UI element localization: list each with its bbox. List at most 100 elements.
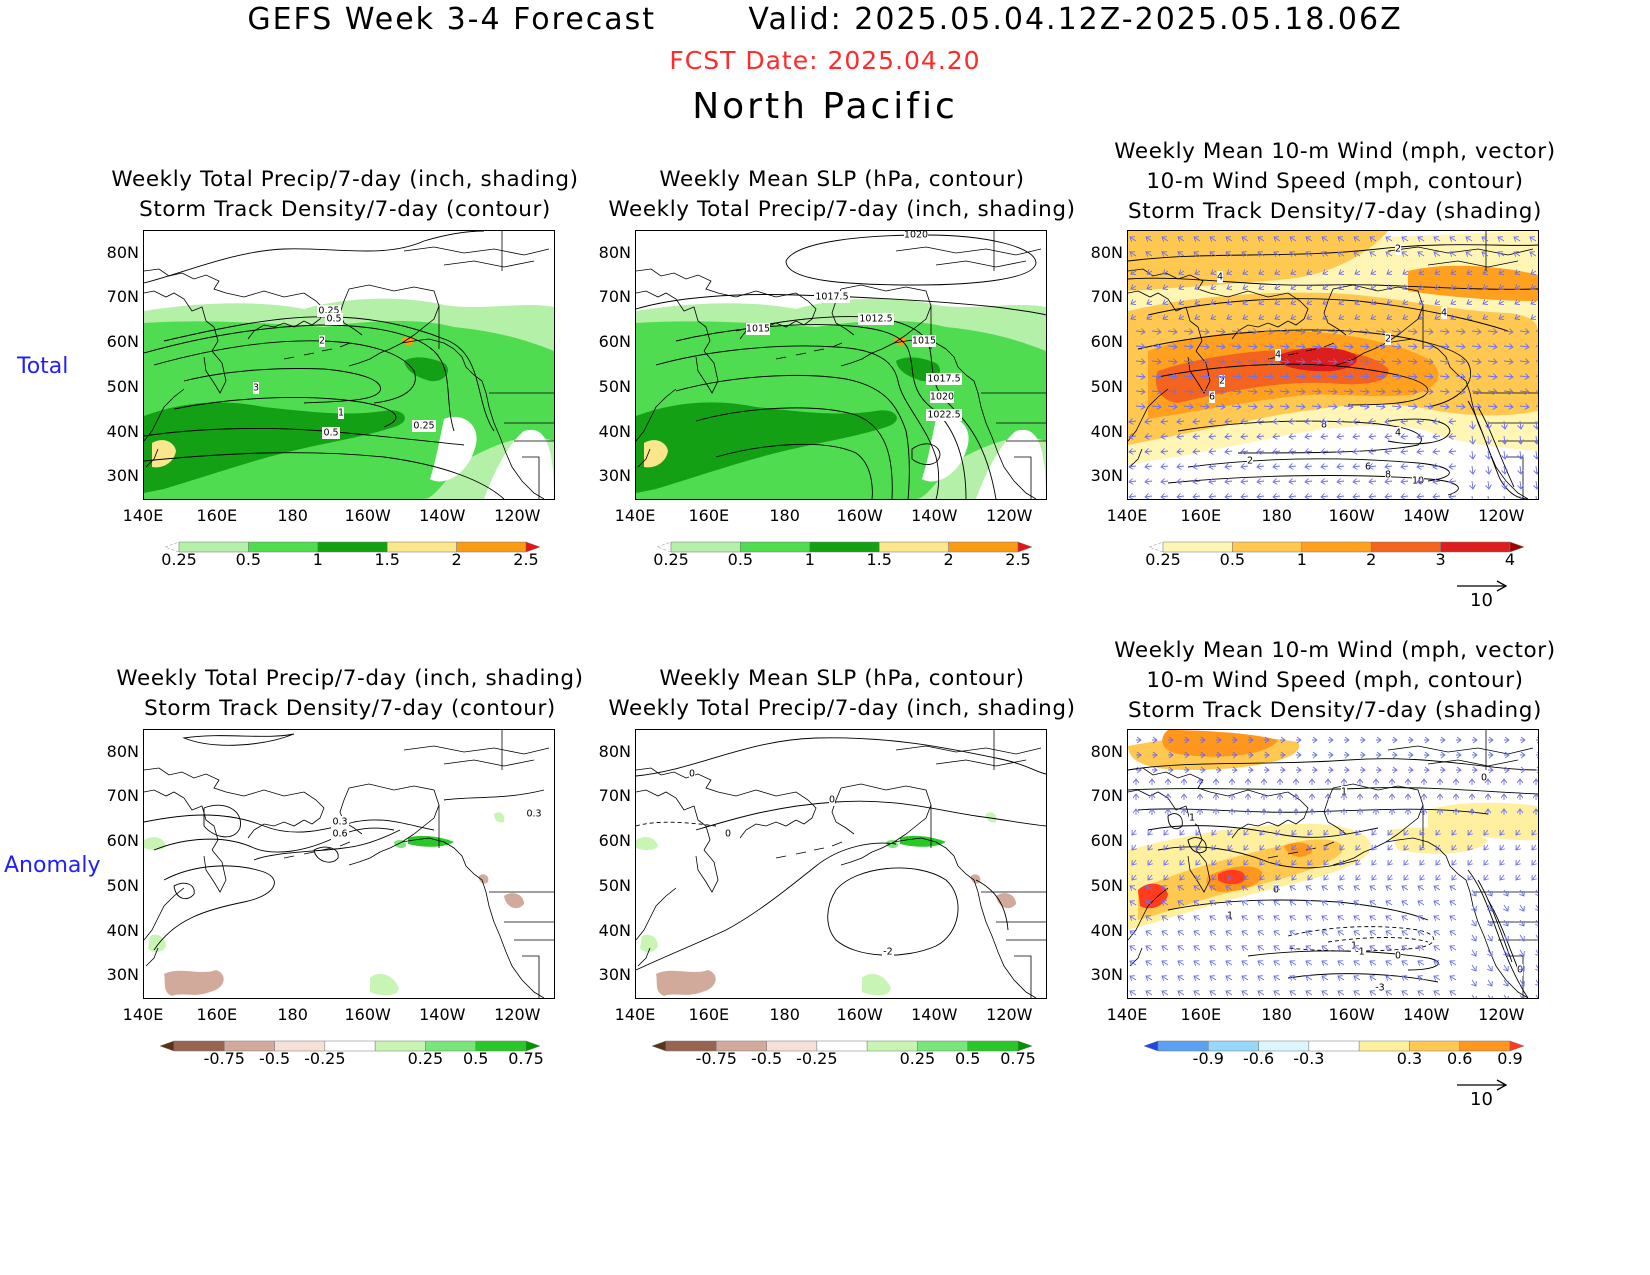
contour-label: 2 [1385,334,1391,345]
latitude-tick-label: 60N [1090,831,1123,851]
latitude-tick-label: 70N [598,786,631,805]
contour-label: 1017.5 [815,292,848,303]
storm-density-medium [1408,265,1538,301]
latitude-tick-label: 60N [598,332,631,352]
slp-anomaly-contour [975,879,1009,931]
storm-anomaly-positive [1218,869,1246,885]
colorbar-label: 0.75 [1000,1049,1036,1068]
colorbar-label: 2 [1366,550,1377,569]
colorbar-label: -0.25 [304,1049,346,1068]
longitude-tick-label: 160E [196,1005,238,1024]
longitude-tick-label: 140E [122,1005,164,1024]
colorbar-label: 2 [451,550,462,569]
wind-speed-contour [1177,420,1422,454]
latitude-tick-label: 80N [598,741,631,761]
precip-anomaly-wet [862,973,891,996]
longitude-tick-label: 180 [1261,1005,1292,1024]
storm-track-contour [163,316,495,432]
longitude-tick-label: 160E [1180,506,1222,525]
map-anomaly-wind-storm: 0110110-1-30 [1127,729,1539,999]
colorbar-label: 0.25 [1145,550,1181,569]
contour-label: 0.25 [318,306,339,317]
panel-title-total-slp: Weekly Mean SLP (hPa, contour) Weekly Tot… [608,167,1076,222]
coastline [144,231,554,499]
latitude-tick-label: 50N [106,376,139,396]
latitude-tick-label: 30N [598,466,631,486]
precip-anomaly-wet [144,837,166,850]
map-anomaly-slp-precip: 0 0 0 -2 [635,729,1047,999]
wind-speed-contour [1128,277,1538,290]
latitude-tick-label: 40N [106,920,139,940]
longitude-tick-label: 140W [1403,1005,1450,1024]
storm-track-contour [173,397,397,428]
contour-label: 1020 [930,392,954,403]
colorbar-label: 1.5 [866,550,892,569]
colorbar-label: 0.5 [235,550,262,569]
wind-anomaly-contour [1467,869,1529,998]
longitude-tick-label: 160W [1328,506,1375,525]
precip-anomaly-wet [900,835,946,847]
vector-reference-arrow-anomaly [1455,1077,1511,1096]
colorbar-segment [159,1040,175,1052]
panel-title-anom-wind: Weekly Mean 10-m Wind (mph, vector) 10-m … [1114,638,1556,723]
storm-track-contour [153,340,416,404]
panel-title-anom-precip: Weekly Total Precip/7-day (inch, shading… [116,666,584,721]
latitude-tick-label: 60N [106,332,139,352]
colorbar-label: 3 [1435,550,1446,569]
contour-label: 3 [253,383,259,394]
slp-contour [785,234,1037,286]
longitude-tick-label: 120W [1478,1005,1525,1024]
storm-anomaly-contour [443,789,545,801]
latitude-tick-label: 70N [1090,287,1123,306]
colorbar [651,1040,1033,1052]
contour-label: 0 [1395,951,1401,962]
colorbar-segment [1017,541,1033,553]
latitude-tick-label: 50N [598,875,631,895]
longitude-tick-label: 120W [1478,506,1525,525]
contour-label: 4 [1275,350,1281,361]
slp-anomaly-contour [827,867,959,956]
colorbar-label: 0.75 [508,1049,544,1068]
slp-anomaly-contour [636,737,1046,777]
coastline [636,730,1046,998]
latitude-tick-label: 50N [1090,875,1123,895]
latitude-tick-label: 30N [598,965,631,985]
latitude-tick-label: 30N [106,466,139,486]
contour-label: 4 [1217,272,1223,283]
precip-heavy-area [144,402,405,493]
precip-heavy-area [404,357,449,382]
latitude-tick-label: 80N [1090,741,1123,761]
wind-speed-contour [1147,298,1509,332]
longitude-tick-label: 160W [836,506,883,525]
colorbar-label: 4 [1504,550,1516,569]
wind-vectors [1128,236,1538,499]
slp-contour [715,443,873,499]
longitude-tick-label: 120W [986,506,1033,525]
precip-dry-area [484,429,554,499]
longitude-tick-label: 160W [1328,1005,1375,1024]
wind-anomaly-contour [1247,950,1439,971]
colorbar-label: 1 [312,550,323,569]
precip-anomaly-wet [408,835,454,847]
map-anomaly-precip-storm: 0.3 0.6 0.3 [143,729,555,999]
wind-anomaly-contour [1167,813,1183,830]
colorbar-label: 1 [804,550,815,569]
latitude-tick-label: 50N [598,376,631,396]
contour-label: 0.6 [332,829,347,840]
precip-high-area [152,440,176,468]
longitude-tick-label: 140E [614,1005,656,1024]
precip-anomaly-wet [640,934,658,953]
longitude-tick-label: 120W [494,1005,541,1024]
longitude-tick-label: 140E [1106,1005,1148,1024]
storm-anomaly-positive [1388,827,1488,854]
latitude-tick-label: 70N [106,287,139,306]
precip-dry-area [922,416,969,482]
wind-anomaly-contour [1137,808,1489,815]
latitude-tick-label: 40N [598,920,631,940]
longitude-tick-label: 180 [769,1005,800,1024]
precip-dry-area [976,429,1046,499]
longitude-tick-label: 140W [911,1005,958,1024]
storm-anomaly-contour [153,827,395,853]
wind-anomaly-contour [1147,825,1379,838]
contour-label: 1 [1189,813,1195,824]
